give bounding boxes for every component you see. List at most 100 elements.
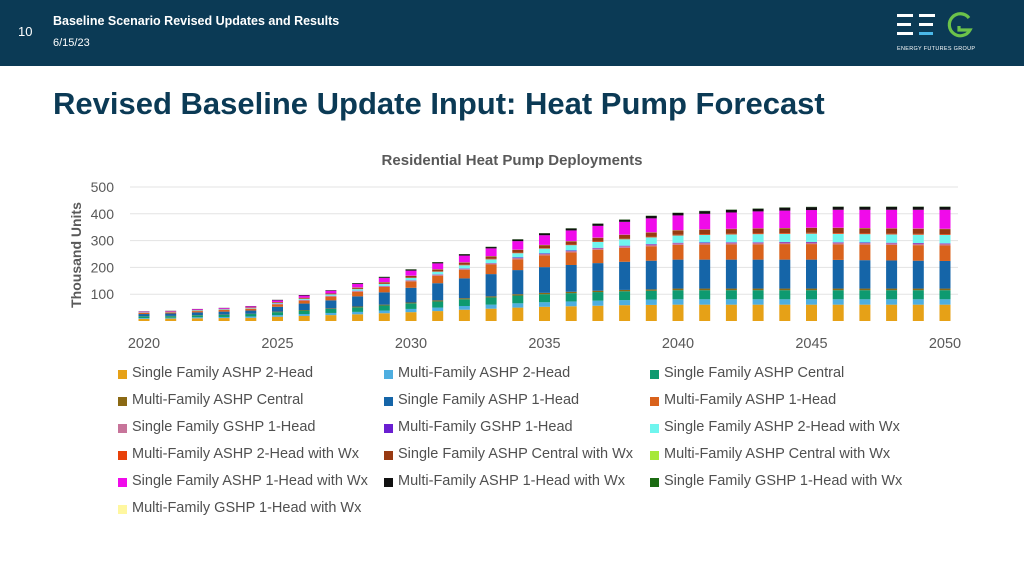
bar-segment (592, 249, 604, 264)
bar-segment (619, 219, 631, 222)
bar-segment (725, 209, 737, 213)
bar-segment (779, 259, 791, 289)
x-tick-label: 2025 (261, 336, 293, 352)
bar-segment (592, 300, 604, 306)
bar-segment (245, 314, 257, 317)
bar-segment (859, 233, 871, 235)
bar-segment (565, 250, 577, 252)
bar-segment (539, 253, 550, 254)
bar-segment (645, 260, 657, 290)
bar-segment (378, 313, 390, 321)
bar-segment (806, 259, 817, 289)
bar-segment (939, 234, 951, 235)
bar-segment (619, 245, 631, 247)
bar-segment (352, 311, 364, 315)
bar-segment (458, 255, 470, 263)
bar-segment (912, 260, 924, 289)
bar-segment (806, 288, 817, 291)
bar-segment (725, 234, 737, 243)
bar-segment (565, 251, 577, 253)
bar-segment (779, 210, 791, 229)
bar-segment (485, 264, 497, 275)
bar-segment (458, 299, 470, 306)
bar-segment (245, 317, 257, 321)
legend-label: Multi-Family GSHP 1-Head with Wx (132, 500, 362, 516)
bar-segment (672, 244, 684, 260)
bar-segment (512, 303, 524, 308)
bar-segment (432, 274, 444, 276)
bar-segment (458, 254, 470, 256)
bar-segment (939, 243, 951, 244)
legend-label: Single Family ASHP Central with Wx (398, 446, 634, 462)
bar-segment (512, 270, 524, 295)
bar-segment (512, 259, 524, 271)
bar-segment (512, 241, 524, 250)
bar-segment (859, 288, 871, 291)
bar-segment (352, 307, 364, 312)
bar-segment (619, 239, 631, 246)
bar-segment (378, 304, 390, 306)
bar-segment (485, 259, 497, 264)
bar-segment (939, 206, 951, 210)
bar-segment (298, 315, 310, 321)
legend-label: Single Family ASHP Central (664, 365, 845, 381)
bar-segment (272, 304, 283, 307)
bar-segment (592, 292, 604, 301)
bar-segment (725, 229, 737, 234)
bar-segment (779, 242, 791, 245)
bar-segment (485, 263, 497, 265)
bar-segment (886, 206, 898, 210)
bar-segment (779, 233, 791, 242)
bar-segment (539, 294, 550, 303)
bar-segment (886, 260, 898, 289)
bar-segment (672, 243, 684, 245)
bar-segment (592, 241, 604, 242)
x-tick-label: 2040 (662, 336, 694, 352)
bar-segment (458, 269, 470, 279)
bar-segment (592, 263, 604, 291)
bar-segment (886, 243, 898, 245)
legend-swatch (118, 505, 127, 514)
bar-segment (432, 275, 444, 284)
bar-segment (699, 213, 711, 230)
bar-segment (859, 243, 871, 245)
bar-segment (458, 309, 470, 321)
bar-segment (432, 271, 444, 275)
bar-segment (939, 288, 951, 291)
bar-segment (832, 304, 844, 321)
bar-segment (298, 310, 310, 311)
page-title: Revised Baseline Update Input: Heat Pump… (53, 86, 825, 121)
bar-segment (191, 315, 203, 318)
bar-segment (939, 229, 951, 235)
bar-segment (699, 211, 711, 214)
bar-segment (725, 259, 737, 289)
bar-segment (298, 295, 310, 298)
bar-segment (325, 308, 337, 309)
bar-segment (806, 290, 817, 300)
bar-segment (832, 233, 844, 234)
bar-segment (245, 308, 257, 311)
bar-segment (539, 306, 550, 321)
bar-segment (565, 291, 577, 294)
bar-segment (912, 245, 924, 261)
bar-segment (432, 269, 444, 272)
bar-segment (298, 314, 310, 316)
bar-segment (832, 242, 844, 245)
bar-segment (298, 300, 310, 301)
bar-segment (512, 252, 524, 254)
legend-swatch (384, 451, 393, 460)
bar-segment (592, 225, 604, 238)
legend-label: Single Family GSHP 1-Head (132, 419, 316, 435)
bar-segment (325, 293, 337, 295)
bar-segment (645, 237, 657, 245)
bar-segment (539, 233, 550, 236)
bar-segment (939, 304, 951, 321)
bar-segment (886, 299, 898, 305)
bar-segment (859, 209, 871, 229)
bar-segment (458, 298, 470, 300)
legend-swatch (650, 478, 659, 487)
bar-segment (832, 228, 844, 234)
bar-segment (806, 210, 817, 228)
bar-segment (832, 233, 844, 243)
bar-segment (138, 311, 150, 313)
